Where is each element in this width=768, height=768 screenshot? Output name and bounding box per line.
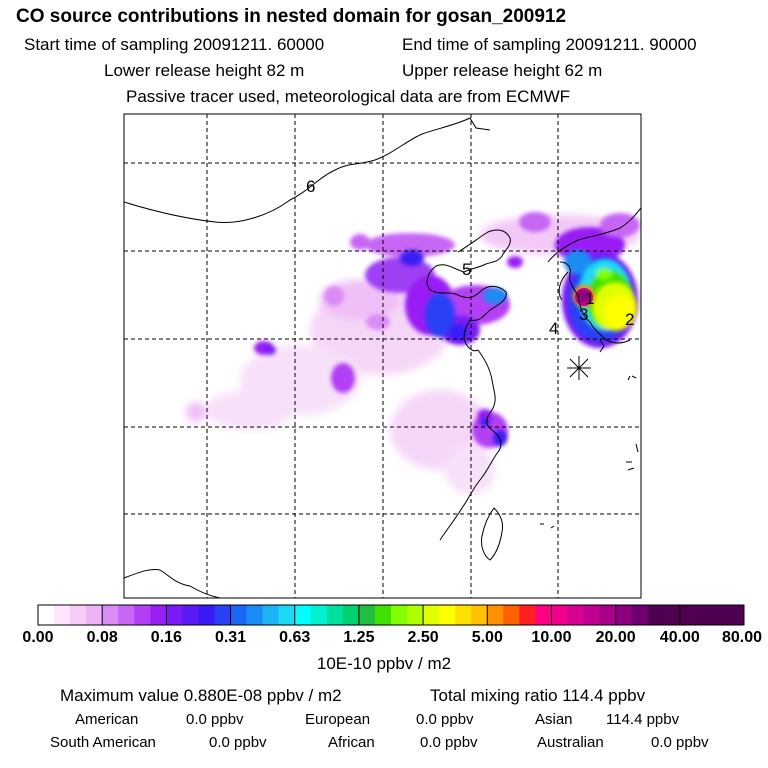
colorbar-tick-label: 0.08 [86,629,118,646]
colorbar-cell [102,605,119,625]
start-time-label: Start time of sampling 20091211. 60000 [24,35,325,54]
region-label-5: 5 [462,260,471,279]
colorbar-cell [374,605,392,625]
african-label: African [328,734,375,751]
colorbar-cell [230,605,248,625]
colorbar-tick-label: 0.00 [22,629,54,646]
south-american-label: South American [50,734,156,751]
colorbar-cell [503,605,520,625]
colorbar-cell [679,605,697,625]
colorbar-cell [471,605,488,625]
australian-label: Australian [537,734,604,751]
colorbar-tick-label: 80.00 [721,629,763,646]
european-label: European [305,711,371,728]
colorbar-tick-label: 5.00 [471,629,503,646]
colorbar-cell [166,605,183,625]
region-label-2: 2 [625,310,634,329]
colorbar-cell [615,605,633,625]
colorbar-cell [551,605,568,625]
south-american-value: 0.0 ppbv [209,734,267,751]
colorbar-cell [407,605,424,625]
concentration-field [124,114,641,598]
colorbar-cell [198,605,215,625]
colorbar-tick-label: 20.00 [595,629,636,646]
colorbar-cell [182,605,199,625]
colorbar-cell [278,605,296,625]
region-label-1: 1 [585,289,594,308]
total-mixing-ratio: Total mixing ratio 114.4 ppbv [430,686,646,705]
map-frame [123,113,642,599]
colorbar-tick-label: 1.25 [343,629,375,646]
colorbar-cell [310,605,328,625]
colorbar-cell [567,605,585,625]
colorbar-cell [663,605,681,625]
colorbar-tick-label: 2.50 [407,629,439,646]
colorbar-cell [695,605,713,625]
colorbar-cell [54,605,71,625]
upper-release-label: Upper release height 62 m [402,61,603,80]
plot-title: CO source contributions in nested domain… [16,6,567,27]
american-value: 0.0 ppbv [186,711,244,728]
colorbar-cell [214,605,232,625]
region-label-4: 4 [549,319,558,338]
colorbar-cell [423,605,440,625]
colorbar-cell [86,605,103,625]
colorbar-cell [294,605,312,625]
colorbar-cell [647,605,665,625]
australian-value: 0.0 ppbv [651,734,709,751]
colorbar-cell [134,605,151,625]
colorbar-cell [391,605,408,625]
colorbar-cell [150,605,167,625]
colorbar-tick-label: 10.00 [531,629,572,646]
colorbar-cell [70,605,87,625]
colorbar-cell [711,605,729,625]
colorbar-cell [455,605,472,625]
colorbar-cell [38,605,55,625]
colorbar-tick-label: 0.63 [279,629,311,646]
colorbar-cell [246,605,264,625]
african-value: 0.0 ppbv [420,734,478,751]
colorbar-unit: 10E-10 ppbv / m2 [316,654,452,673]
tracer-note: Passive tracer used, meteorological data… [126,87,571,106]
colorbar-cell [439,605,456,625]
end-time-label: End time of sampling 20091211. 90000 [402,35,697,54]
colorbar-cell [519,605,536,625]
colorbar-tick-label: 40.00 [659,629,700,646]
lower-release-label: Lower release height 82 m [104,61,305,80]
colorbar-cell [727,605,745,625]
colorbar [37,604,745,626]
colorbar-cell [535,605,552,625]
asian-value: 114.4 ppbv [606,711,680,728]
coastline [124,117,641,598]
colorbar-cell [262,605,280,625]
colorbar-cell [583,605,601,625]
max-value: Maximum value 0.880E-08 ppbv / m2 [60,686,342,705]
colorbar-cell [631,605,649,625]
colorbar-cell [118,605,135,625]
lat-lon-grid [124,114,641,598]
colorbar-cell [342,605,360,625]
colorbar-cell [326,605,344,625]
asterisk-icon [567,356,591,380]
region-label-3: 3 [579,305,588,324]
colorbar-cell [358,605,376,625]
asian-label: Asian [535,711,573,728]
american-label: American [75,711,139,728]
colorbar-cell [487,605,504,625]
region-label-6: 6 [306,177,315,196]
colorbar-cell [599,605,617,625]
european-value: 0.0 ppbv [416,711,474,728]
colorbar-tick-label: 0.31 [214,629,247,646]
colorbar-tick-label: 0.16 [150,629,182,646]
